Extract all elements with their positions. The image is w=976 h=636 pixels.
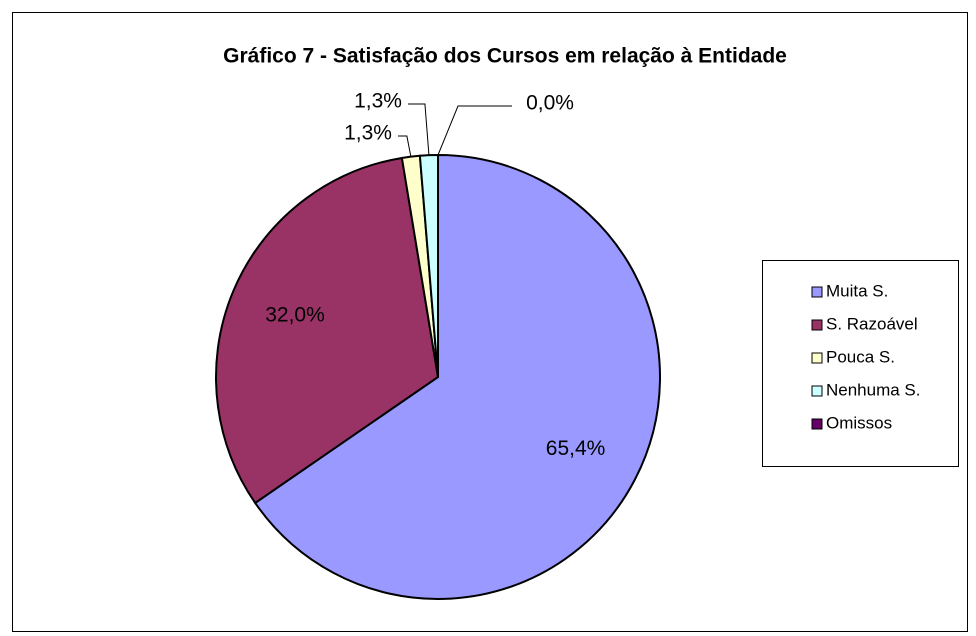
leader-line bbox=[437, 105, 512, 156]
chart-title: Gráfico 7 - Satisfação dos Cursos em rel… bbox=[223, 45, 787, 68]
leader-line bbox=[398, 135, 412, 157]
legend-swatch bbox=[811, 352, 823, 364]
data-label: 32,0% bbox=[265, 304, 325, 327]
data-label: 1,3% bbox=[354, 90, 402, 113]
legend-label: S. Razoável bbox=[826, 314, 918, 333]
legend-swatch bbox=[811, 418, 823, 430]
pie-slice bbox=[215, 156, 440, 505]
legend-box bbox=[762, 260, 959, 467]
legend-label: Omissos bbox=[826, 413, 892, 432]
legend-swatch bbox=[811, 286, 823, 298]
legend-swatch bbox=[811, 319, 823, 331]
legend-swatch bbox=[811, 385, 823, 397]
pie-slice bbox=[253, 153, 661, 600]
data-label: 1,3% bbox=[344, 122, 392, 145]
legend-label: Muita S. bbox=[826, 281, 888, 300]
data-label: 65,4% bbox=[546, 437, 606, 460]
data-label: 0,0% bbox=[526, 92, 574, 115]
legend-label: Nenhuma S. bbox=[826, 380, 921, 399]
legend-label: Pouca S. bbox=[826, 347, 895, 366]
leader-line bbox=[408, 103, 430, 156]
